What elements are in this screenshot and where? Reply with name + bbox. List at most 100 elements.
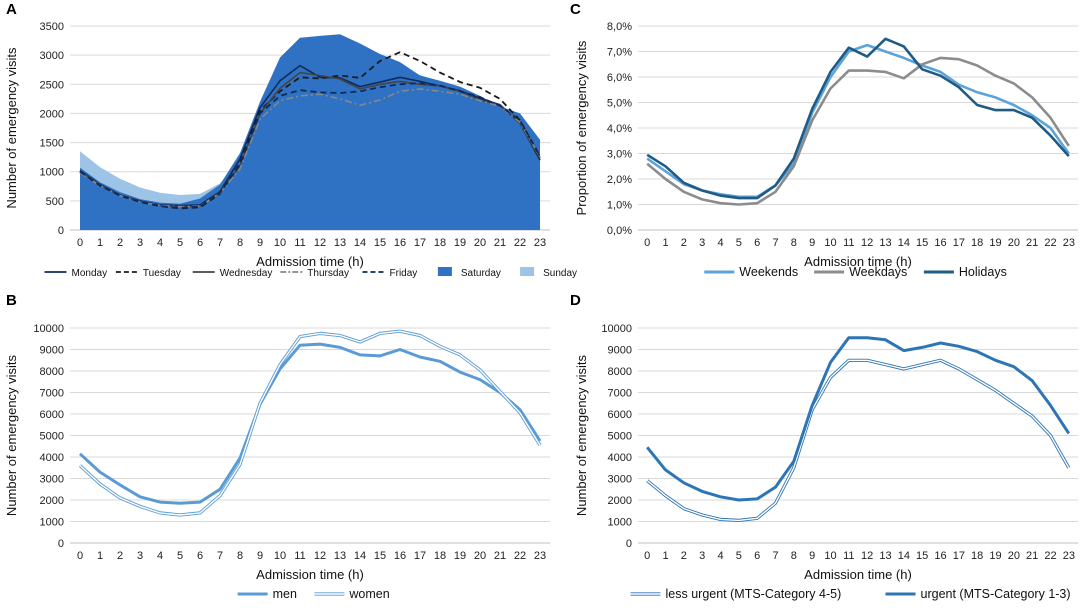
series-less-urgent-mts-category-4-5-line: [646, 358, 1071, 523]
y-tick-label: 0: [58, 225, 64, 237]
x-tick-label: 1: [97, 237, 103, 249]
y-axis-title: Number of emergency visits: [4, 47, 19, 209]
x-tick-label: 3: [699, 237, 705, 249]
legend-label: less urgent (MTS-Category 4-5): [666, 587, 842, 601]
legend-label: Weekends: [739, 265, 798, 279]
y-tick-label: 3,0%: [607, 149, 632, 161]
y-tick-label: 7,0%: [607, 47, 632, 59]
y-tick-label: 5000: [608, 431, 632, 443]
legend-swatch-sunday: [520, 267, 535, 276]
x-tick-label: 21: [1026, 550, 1038, 562]
x-tick-label: 5: [736, 550, 742, 562]
legend: Weekends Weekdays Holidays: [704, 265, 1007, 279]
x-tick-label: 16: [934, 550, 946, 562]
series-women-line: [78, 329, 542, 517]
y-tick-label: 6000: [608, 409, 632, 421]
x-tick-label: 5: [177, 237, 183, 249]
panel-label: C: [570, 1, 581, 18]
x-tick-label: 17: [414, 237, 426, 249]
x-tick-label: 9: [257, 237, 263, 249]
y-tick-label: 1000: [608, 517, 632, 529]
legend-label: women: [348, 587, 389, 601]
y-axis-title: Number of emergency visits: [574, 354, 589, 516]
legend-label: Saturday: [461, 268, 501, 279]
x-tick-label: 18: [971, 237, 983, 249]
x-tick-label: 17: [414, 550, 426, 562]
series-women-line-inner: [79, 330, 541, 516]
y-tick-label: 5,0%: [607, 98, 632, 110]
x-tick-label: 14: [354, 550, 366, 562]
x-tick-label: 6: [197, 237, 203, 249]
y-tick-label: 6,0%: [607, 72, 632, 84]
legend-label: Holidays: [959, 265, 1007, 279]
y-tick-label: 2000: [40, 108, 64, 120]
x-tick-label: 16: [934, 237, 946, 249]
x-tick-label: 0: [77, 550, 83, 562]
x-tick-label: 12: [314, 550, 326, 562]
x-tick-label: 4: [157, 550, 163, 562]
y-tick-label: 4,0%: [607, 123, 632, 135]
x-tick-label: 3: [137, 550, 143, 562]
y-tick-label: 4000: [608, 452, 632, 464]
y-tick-label: 0: [626, 538, 632, 550]
x-tick-label: 2: [117, 550, 123, 562]
y-tick-label: 2500: [40, 79, 64, 91]
x-tick-label: 0: [644, 550, 650, 562]
x-tick-label: 14: [898, 550, 910, 562]
y-tick-label: 2000: [608, 495, 632, 507]
legend: less urgent (MTS-Category 4-5) urgent (MT…: [630, 587, 1071, 601]
x-tick-label: 17: [953, 550, 965, 562]
x-tick-label: 10: [274, 237, 286, 249]
x-tick-label: 20: [1008, 237, 1020, 249]
series-friday-line: [79, 82, 541, 209]
x-tick-label: 10: [824, 237, 836, 249]
legend-label: Thursday: [307, 268, 349, 279]
panel-label: D: [570, 292, 581, 309]
x-tick-label: 0: [644, 237, 650, 249]
x-axis-title: Admission time (h): [256, 254, 364, 269]
x-tick-label: 6: [197, 550, 203, 562]
panel-b: B010002000300040005000600070008000900010…: [4, 292, 550, 601]
x-tick-label: 1: [97, 550, 103, 562]
x-tick-label: 23: [534, 237, 546, 249]
x-tick-label: 15: [916, 550, 928, 562]
x-tick-label: 20: [474, 237, 486, 249]
y-tick-label: 10000: [601, 323, 632, 335]
x-tick-label: 10: [274, 550, 286, 562]
x-tick-label: 19: [989, 550, 1001, 562]
x-tick-label: 23: [1063, 237, 1075, 249]
x-tick-label: 21: [494, 550, 506, 562]
x-tick-label: 20: [1008, 550, 1020, 562]
x-tick-label: 2: [117, 237, 123, 249]
series-holidays-line: [646, 37, 1070, 200]
x-tick-label: 4: [717, 237, 723, 249]
x-tick-label: 8: [791, 550, 797, 562]
x-tick-label: 3: [137, 237, 143, 249]
x-tick-label: 14: [354, 237, 366, 249]
y-tick-label: 8000: [608, 366, 632, 378]
x-axis-title: Admission time (h): [804, 254, 912, 269]
x-tick-label: 15: [374, 550, 386, 562]
x-tick-label: 15: [374, 237, 386, 249]
y-axis-title: Proportion of emergency visits: [574, 40, 589, 215]
x-tick-label: 2: [681, 237, 687, 249]
y-tick-label: 7000: [40, 388, 64, 400]
x-tick-label: 7: [217, 237, 223, 249]
x-tick-label: 1: [662, 550, 668, 562]
y-tick-label: 7000: [608, 388, 632, 400]
x-tick-label: 5: [736, 237, 742, 249]
x-tick-label: 13: [879, 237, 891, 249]
y-tick-label: 10000: [33, 323, 64, 335]
legend-label: Tuesday: [143, 268, 181, 279]
x-tick-label: 20: [474, 550, 486, 562]
x-tick-label: 11: [294, 550, 305, 562]
x-tick-label: 13: [334, 550, 346, 562]
x-tick-label: 22: [1044, 550, 1056, 562]
x-tick-label: 19: [989, 237, 1001, 249]
x-tick-label: 12: [861, 550, 873, 562]
x-tick-label: 13: [334, 237, 346, 249]
x-tick-label: 9: [257, 550, 263, 562]
x-tick-label: 6: [754, 550, 760, 562]
